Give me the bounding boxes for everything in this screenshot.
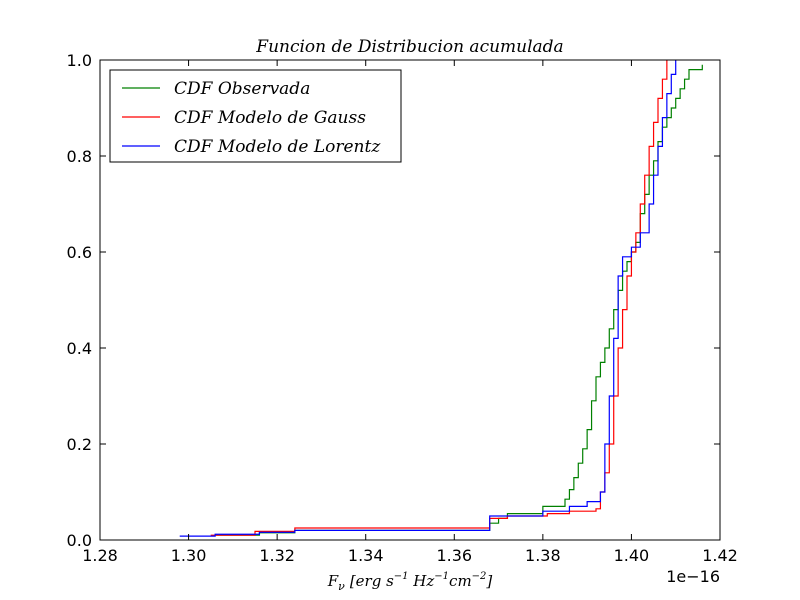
x-tick-label: 1.34 [348,546,384,565]
series-line-2 [210,60,668,536]
series-layer [179,60,703,537]
x-tick-label: 1.40 [614,546,650,565]
x-tick-label: 1.32 [259,546,295,565]
y-tick-label: 1.0 [67,51,92,70]
x-offset-label: 1e−16 [666,567,720,586]
y-tick-label: 0.4 [67,339,92,358]
x-tick-label: 1.36 [436,546,472,565]
chart-title: Funcion de Distribucion acumulada [255,37,563,57]
x-tick-label: 1.30 [171,546,207,565]
series-line-3 [179,60,677,537]
legend-box [109,69,402,163]
x-tick-label: 1.28 [82,546,118,565]
ticks-layer: 1.28 1.30 1.32 1.34 1.36 1.38 1.40 1.42 0.0 0.2 0.… [67,51,738,565]
legend-label-3: CDF Modelo de Lorentz [174,137,381,157]
y-tick-label: 0.2 [67,435,92,454]
legend-label-1: CDF Observada [174,79,310,99]
y-tick-label: 0.6 [67,243,92,262]
legend-items: CDF Observada CDF Modelo de Gauss CDF Mode… [122,79,381,157]
x-axis-label: Fν [erg s−1 Hz−1cm−2] [327,571,493,593]
plot-frame [99,59,721,541]
legend: CDF Observada CDF Modelo de Gauss CDF Mode… [109,69,402,163]
x-tick-label: 1.38 [525,546,561,565]
x-tick-label: 1.42 [702,546,738,565]
y-tick-label: 0.0 [67,531,92,550]
legend-label-2: CDF Modelo de Gauss [174,108,366,128]
y-tick-label: 0.8 [67,147,92,166]
